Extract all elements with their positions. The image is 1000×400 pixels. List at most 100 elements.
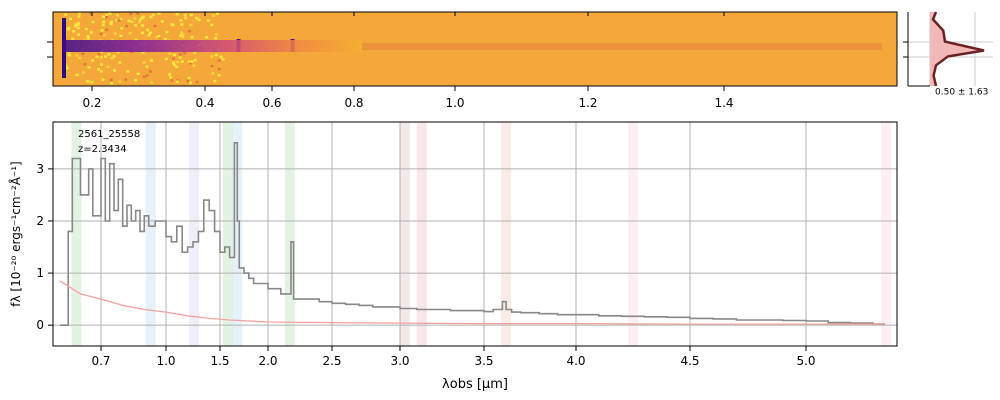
heatmap-cell <box>108 12 112 15</box>
heatmap-cell <box>91 59 95 62</box>
heatmap-cell <box>99 70 103 73</box>
heatmap-cell <box>179 19 183 22</box>
emission-bands <box>71 122 892 346</box>
heatmap-cell <box>113 69 116 72</box>
heatmap-cell <box>217 74 221 77</box>
profile-panel: 0.50 ± 1.63 <box>903 11 993 98</box>
heatmap-cell <box>130 20 134 23</box>
object-id: 2561_25558 <box>78 129 140 140</box>
x-tick-label: 4.5 <box>680 354 699 368</box>
heatmap-cell <box>76 26 80 30</box>
heatmap-cell <box>186 79 190 83</box>
emission-band <box>189 122 200 346</box>
heatmap-cell <box>95 55 99 58</box>
heatmap-cell <box>217 67 221 71</box>
heatmap-cell <box>78 56 82 60</box>
heatmap-cell <box>102 20 106 23</box>
heatmap-cell <box>86 37 90 40</box>
y-tick-label: 1 <box>36 266 44 280</box>
heatmap-cell <box>150 81 154 84</box>
heatmap-cell <box>65 67 69 70</box>
heatmap-cell <box>212 14 216 17</box>
heatmap-cell <box>211 72 215 75</box>
heatmap-cell <box>118 61 122 64</box>
heatmap-cell <box>76 23 80 26</box>
heatmap-cell <box>181 35 185 39</box>
heatmap-cell <box>83 63 87 66</box>
heatmap-cell <box>105 13 109 17</box>
heatmap-cell <box>101 78 105 81</box>
heatmap-cell <box>189 81 192 84</box>
heatmap-cell <box>188 29 191 33</box>
emission-band <box>284 122 295 346</box>
heatmap-x-tick-label: 1.0 <box>445 96 464 110</box>
heatmap-x-tick-label: 1.2 <box>578 96 597 110</box>
heatmap-cell <box>168 52 172 55</box>
heatmap-cell <box>148 31 152 34</box>
heatmap-cell <box>142 61 146 64</box>
heatmap-cell <box>64 13 68 16</box>
heatmap-cell <box>165 30 169 34</box>
heatmap-cell <box>197 18 201 22</box>
heatmap-cell <box>97 68 100 71</box>
heatmap-x-tick-label: 1.4 <box>714 96 733 110</box>
heatmap-cell <box>172 53 176 57</box>
heatmap-cell <box>147 34 151 37</box>
heatmap-cell <box>134 24 138 27</box>
heatmap-cell <box>176 60 180 64</box>
heatmap-cell <box>84 27 88 31</box>
heatmap-trace-faint <box>362 43 882 50</box>
heatmap-cell <box>75 54 79 57</box>
heatmap-cell <box>134 78 138 82</box>
heatmap-cell <box>109 20 113 24</box>
emission-band <box>71 122 82 346</box>
heatmap-cell <box>178 53 182 56</box>
x-tick-label: 2.5 <box>322 354 341 368</box>
heatmap-cell <box>71 37 75 41</box>
heatmap-cell <box>142 75 146 78</box>
heatmap-cell <box>149 15 153 19</box>
heatmap-cell <box>125 24 129 28</box>
x-tick-label: 3.0 <box>390 354 409 368</box>
heatmap-cell <box>145 65 149 68</box>
heatmap-cell <box>118 80 122 83</box>
heatmap-cell <box>133 17 137 20</box>
heatmap-cell <box>169 76 173 79</box>
y-tick-label: 2 <box>36 214 44 228</box>
heatmap-cell <box>181 33 185 36</box>
spectrum-2d-trace <box>62 40 362 52</box>
heatmap-cell <box>172 63 176 67</box>
heatmap-cell <box>210 23 214 27</box>
heatmap-cell <box>124 78 128 81</box>
spectrum-flux-line <box>60 142 885 327</box>
heatmap-cell <box>171 23 175 27</box>
heatmap-cell <box>192 64 196 67</box>
heatmap-cell <box>160 20 164 23</box>
heatmap-cell <box>145 74 149 77</box>
heatmap-cell <box>183 51 187 55</box>
heatmap-cell <box>172 61 176 64</box>
heatmap-cell <box>190 60 194 63</box>
profile-left-ticks <box>903 41 908 58</box>
heatmap-cell <box>104 55 108 58</box>
x-axis-label: λobs [μm] <box>442 377 508 392</box>
heatmap-cell <box>91 20 95 24</box>
y-axis-label: fλ [10⁻²⁰ ergs⁻¹cm⁻²Å⁻¹] <box>8 161 23 306</box>
heatmap-cell <box>74 23 78 26</box>
heatmap-cell <box>82 71 86 74</box>
heatmap-cell <box>179 34 182 37</box>
heatmap-cell <box>86 35 90 38</box>
heatmap-cell <box>210 64 214 68</box>
heatmap-cell <box>183 13 187 17</box>
x-tick-label: 3.5 <box>474 354 493 368</box>
heatmap-cell <box>112 55 116 58</box>
heatmap-cell <box>213 79 217 83</box>
heatmap-cell <box>163 37 167 41</box>
heatmap-cell <box>210 55 214 58</box>
heatmap-cell <box>187 60 191 63</box>
heatmap-cell <box>100 29 104 32</box>
heatmap-cell <box>193 51 197 54</box>
heatmap-cell <box>77 15 81 18</box>
y-tick-label: 0 <box>36 318 44 332</box>
